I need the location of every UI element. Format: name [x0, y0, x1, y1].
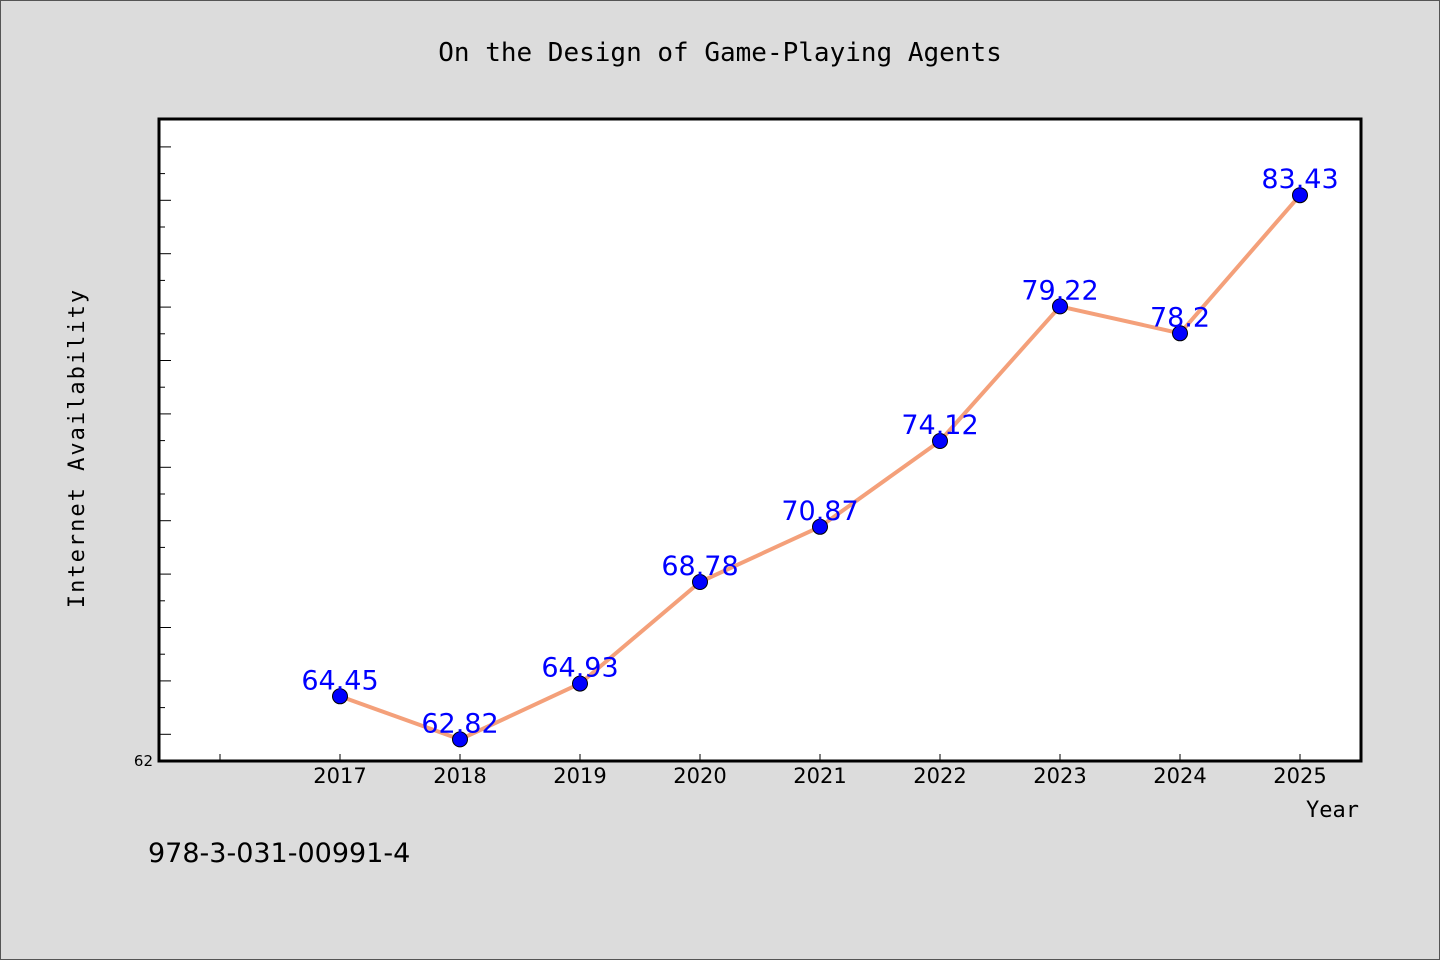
data-label: 62.82 — [421, 708, 498, 739]
x-tick-label: 2023 — [1033, 764, 1086, 788]
data-label: 68.78 — [661, 551, 738, 582]
x-tick-label: 2025 — [1273, 764, 1326, 788]
data-markers — [332, 187, 1308, 748]
data-point — [1052, 298, 1068, 315]
x-tick-label: 2018 — [433, 764, 486, 788]
x-axis-label: Year — [1306, 798, 1359, 823]
x-tick-labels: 2017 2018 2019 2020 2021 2022 2023 2024 2025 — [313, 764, 1326, 788]
data-point — [692, 574, 708, 590]
isbn-text: 978-3-031-00991-4 — [148, 838, 410, 869]
data-point — [452, 731, 468, 748]
data-point — [932, 433, 948, 449]
data-label: 74.12 — [901, 410, 978, 441]
x-tick-label: 2020 — [673, 764, 726, 788]
x-tick-label: 2021 — [793, 764, 846, 788]
data-point — [572, 675, 588, 692]
x-axis-ticks — [219, 754, 1301, 761]
y-axis-ticks — [159, 146, 171, 735]
data-label: 70.87 — [781, 496, 858, 527]
data-point — [1172, 325, 1188, 342]
x-tick-label: 2022 — [913, 764, 966, 788]
data-point — [332, 688, 348, 705]
data-point — [812, 518, 828, 535]
data-label: 64.93 — [541, 653, 618, 684]
data-label: 64.45 — [301, 665, 378, 696]
y-tick-label: 62 — [134, 752, 153, 770]
plot-area — [157, 117, 1363, 763]
chart-title: On the Design of Game-Playing Agents — [438, 38, 1002, 68]
data-labels: 64.45 62.82 64.93 68.78 70.87 74.12 79.22 78.2 8… — [301, 164, 1338, 739]
data-label: 79.22 — [1021, 275, 1098, 306]
x-tick-label: 2019 — [553, 764, 606, 788]
data-label: 78.2 — [1150, 302, 1210, 333]
y-axis-label: Internet Availability — [65, 288, 90, 608]
data-label: 83.43 — [1261, 164, 1338, 195]
x-tick-label: 2024 — [1153, 764, 1206, 788]
data-point — [1292, 187, 1308, 204]
x-tick-label: 2017 — [313, 764, 366, 788]
